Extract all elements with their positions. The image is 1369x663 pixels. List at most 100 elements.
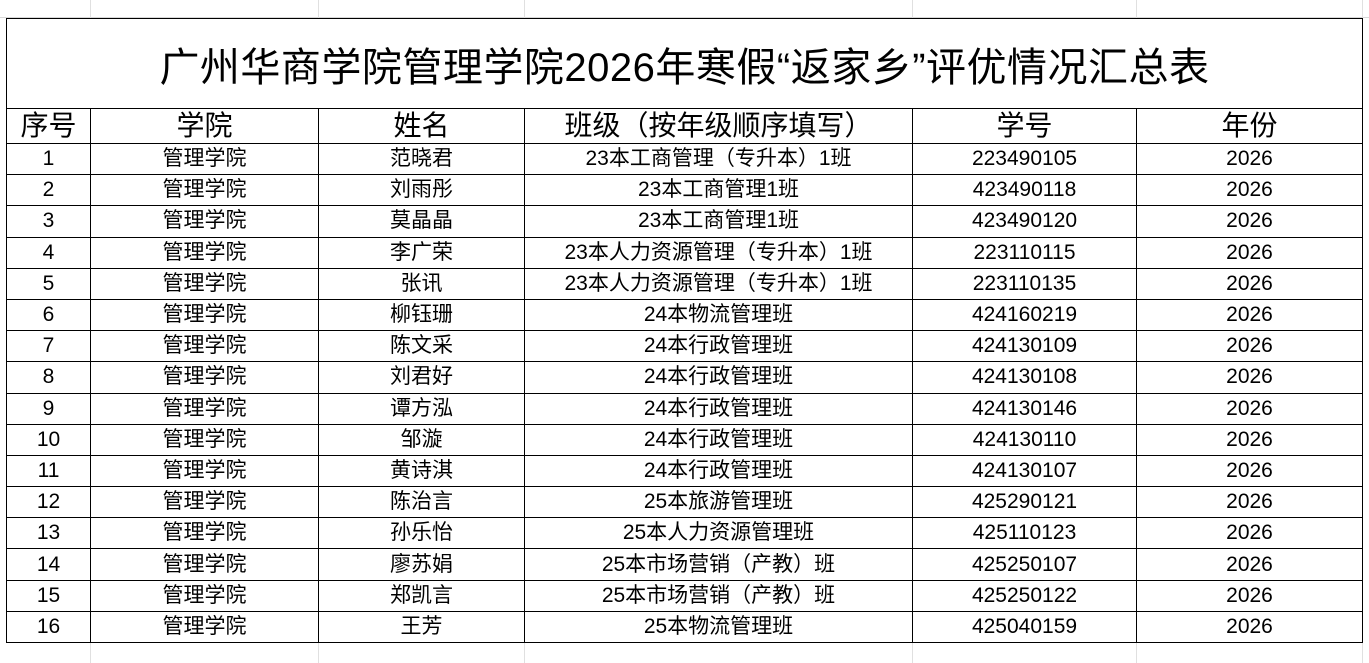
cell-index[interactable]: 3 — [6, 205, 91, 238]
cell-name[interactable]: 邹漩 — [318, 423, 525, 456]
cell-college[interactable]: 管理学院 — [90, 423, 319, 456]
cell-college[interactable]: 管理学院 — [90, 486, 319, 519]
cell-index[interactable]: 2 — [6, 174, 91, 207]
header-col-year[interactable]: 年份 — [1136, 108, 1363, 144]
cell-index[interactable]: 16 — [6, 610, 91, 644]
cell-index[interactable]: 5 — [6, 267, 91, 300]
cell-year[interactable]: 2026 — [1136, 205, 1363, 238]
cell-college[interactable]: 管理学院 — [90, 330, 319, 363]
cell-class[interactable]: 25本物流管理班 — [524, 610, 913, 644]
cell-student-id[interactable]: 424130108 — [912, 361, 1137, 394]
cell-college[interactable]: 管理学院 — [90, 267, 319, 300]
cell-student-id[interactable]: 424130109 — [912, 330, 1137, 363]
cell-class[interactable]: 24本行政管理班 — [524, 423, 913, 456]
cell-name[interactable]: 黄诗淇 — [318, 454, 525, 488]
cell-class[interactable]: 24本物流管理班 — [524, 298, 913, 332]
cell-index[interactable]: 7 — [6, 330, 91, 363]
cell-year[interactable]: 2026 — [1136, 267, 1363, 300]
cell-name[interactable]: 莫晶晶 — [318, 205, 525, 238]
cell-name[interactable]: 张讯 — [318, 267, 525, 300]
cell-student-id[interactable]: 425250122 — [912, 579, 1137, 612]
cell-class[interactable]: 25本人力资源管理班 — [524, 517, 913, 550]
cell-class[interactable]: 24本行政管理班 — [524, 361, 913, 394]
cell-student-id[interactable]: 223110135 — [912, 267, 1137, 300]
cell-college[interactable]: 管理学院 — [90, 361, 319, 394]
cell-name[interactable]: 陈治言 — [318, 486, 525, 519]
cell-index[interactable]: 4 — [6, 236, 91, 269]
cell-name[interactable]: 刘君好 — [318, 361, 525, 394]
cell-student-id[interactable]: 425040159 — [912, 610, 1137, 644]
cell-index[interactable]: 15 — [6, 579, 91, 612]
cell-class[interactable]: 23本人力资源管理（专升本）1班 — [524, 267, 913, 300]
header-col-student-id[interactable]: 学号 — [912, 108, 1137, 144]
cell-year[interactable]: 2026 — [1136, 236, 1363, 269]
cell-class[interactable]: 23本工商管理1班 — [524, 174, 913, 207]
cell-name[interactable]: 孙乐怡 — [318, 517, 525, 550]
cell-college[interactable]: 管理学院 — [90, 142, 319, 176]
cell-index[interactable]: 6 — [6, 298, 91, 332]
cell-index[interactable]: 13 — [6, 517, 91, 550]
cell-college[interactable]: 管理学院 — [90, 517, 319, 550]
cell-class[interactable]: 23本工商管理（专升本）1班 — [524, 142, 913, 176]
cell-name[interactable]: 刘雨彤 — [318, 174, 525, 207]
cell-student-id[interactable]: 425290121 — [912, 486, 1137, 519]
cell-index[interactable]: 8 — [6, 361, 91, 394]
cell-year[interactable]: 2026 — [1136, 610, 1363, 644]
cell-college[interactable]: 管理学院 — [90, 174, 319, 207]
cell-college[interactable]: 管理学院 — [90, 548, 319, 581]
cell-class[interactable]: 25本旅游管理班 — [524, 486, 913, 519]
cell-name[interactable]: 陈文采 — [318, 330, 525, 363]
cell-year[interactable]: 2026 — [1136, 298, 1363, 332]
cell-index[interactable]: 11 — [6, 454, 91, 488]
cell-class[interactable]: 25本市场营销（产教）班 — [524, 579, 913, 612]
cell-student-id[interactable]: 424130146 — [912, 392, 1137, 425]
table-title[interactable]: 广州华商学院管理学院2026年寒假“返家乡”评优情况汇总表 — [6, 18, 1363, 109]
cell-college[interactable]: 管理学院 — [90, 298, 319, 332]
cell-student-id[interactable]: 423490118 — [912, 174, 1137, 207]
cell-college[interactable]: 管理学院 — [90, 392, 319, 425]
cell-year[interactable]: 2026 — [1136, 361, 1363, 394]
cell-year[interactable]: 2026 — [1136, 174, 1363, 207]
cell-name[interactable]: 郑凯言 — [318, 579, 525, 612]
cell-index[interactable]: 9 — [6, 392, 91, 425]
cell-class[interactable]: 24本行政管理班 — [524, 392, 913, 425]
cell-name[interactable]: 廖苏娟 — [318, 548, 525, 581]
cell-student-id[interactable]: 223490105 — [912, 142, 1137, 176]
cell-name[interactable]: 李广荣 — [318, 236, 525, 269]
cell-name[interactable]: 范晓君 — [318, 142, 525, 176]
cell-college[interactable]: 管理学院 — [90, 579, 319, 612]
cell-student-id[interactable]: 424160219 — [912, 298, 1137, 332]
header-col-class[interactable]: 班级（按年级顺序填写） — [524, 108, 913, 144]
cell-student-id[interactable]: 423490120 — [912, 205, 1137, 238]
cell-year[interactable]: 2026 — [1136, 579, 1363, 612]
cell-name[interactable]: 王芳 — [318, 610, 525, 644]
cell-year[interactable]: 2026 — [1136, 486, 1363, 519]
cell-index[interactable]: 14 — [6, 548, 91, 581]
cell-college[interactable]: 管理学院 — [90, 454, 319, 488]
cell-year[interactable]: 2026 — [1136, 330, 1363, 363]
cell-year[interactable]: 2026 — [1136, 392, 1363, 425]
cell-student-id[interactable]: 223110115 — [912, 236, 1137, 269]
cell-class[interactable]: 25本市场营销（产教）班 — [524, 548, 913, 581]
header-col-college[interactable]: 学院 — [90, 108, 319, 144]
cell-college[interactable]: 管理学院 — [90, 205, 319, 238]
cell-year[interactable]: 2026 — [1136, 548, 1363, 581]
cell-year[interactable]: 2026 — [1136, 423, 1363, 456]
cell-class[interactable]: 23本人力资源管理（专升本）1班 — [524, 236, 913, 269]
cell-student-id[interactable]: 424130107 — [912, 454, 1137, 488]
header-col-name[interactable]: 姓名 — [318, 108, 525, 144]
cell-year[interactable]: 2026 — [1136, 517, 1363, 550]
header-col-index[interactable]: 序号 — [6, 108, 91, 144]
cell-name[interactable]: 柳钰珊 — [318, 298, 525, 332]
cell-college[interactable]: 管理学院 — [90, 610, 319, 644]
cell-index[interactable]: 10 — [6, 423, 91, 456]
cell-index[interactable]: 1 — [6, 142, 91, 176]
cell-class[interactable]: 24本行政管理班 — [524, 330, 913, 363]
cell-year[interactable]: 2026 — [1136, 454, 1363, 488]
cell-name[interactable]: 谭方泓 — [318, 392, 525, 425]
cell-class[interactable]: 24本行政管理班 — [524, 454, 913, 488]
cell-college[interactable]: 管理学院 — [90, 236, 319, 269]
cell-class[interactable]: 23本工商管理1班 — [524, 205, 913, 238]
cell-student-id[interactable]: 425250107 — [912, 548, 1137, 581]
cell-year[interactable]: 2026 — [1136, 142, 1363, 176]
